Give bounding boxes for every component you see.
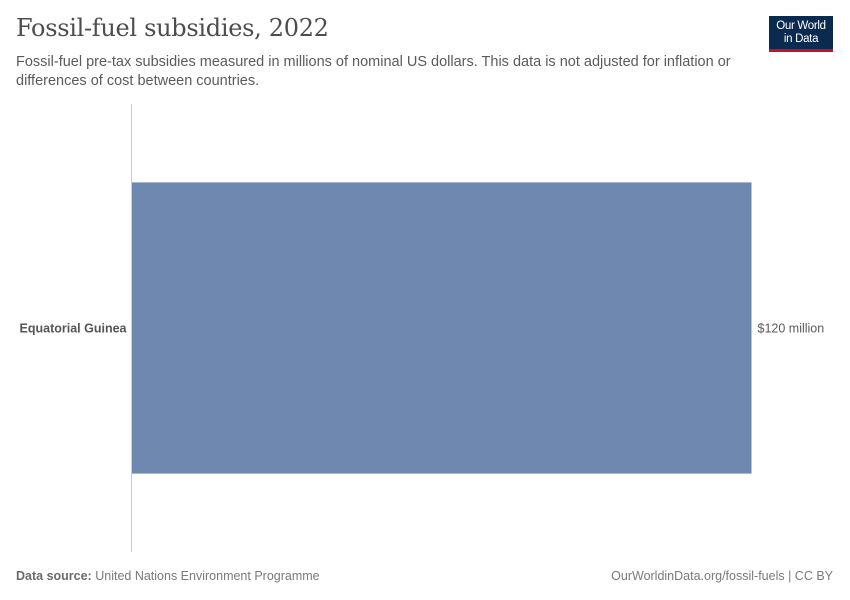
logo-line-2: in Data [783, 32, 819, 45]
data-source-label: Data source: [16, 569, 92, 583]
chart-title: Fossil-fuel subsidies, 2022 [16, 14, 329, 42]
owid-logo[interactable]: Our World in Data [769, 16, 833, 52]
bar[interactable] [131, 182, 752, 474]
data-source-link[interactable]: United Nations Environment Programme [95, 569, 320, 583]
logo-line-1: Our World [776, 20, 826, 32]
chart-subtitle: Fossil-fuel pre-tax subsidies measured i… [16, 54, 731, 89]
data-source: Data source: United Nations Environment … [16, 569, 320, 583]
category-label: Equatorial Guinea [20, 322, 128, 336]
source-url[interactable]: OurWorldinData.org/fossil-fuels | CC BY [611, 569, 833, 583]
value-label: $120 million [758, 322, 825, 336]
